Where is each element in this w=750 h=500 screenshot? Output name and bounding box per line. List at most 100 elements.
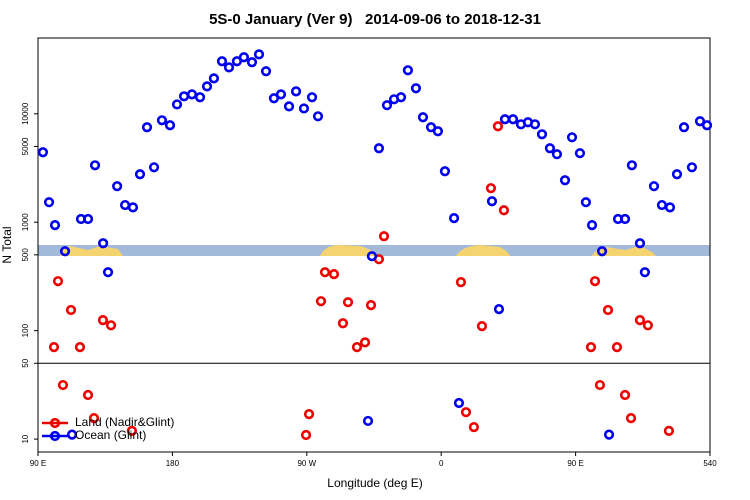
point (536, 129, 548, 140)
point (231, 56, 243, 67)
point (634, 315, 646, 326)
point (529, 119, 541, 130)
point (238, 52, 250, 63)
point (49, 220, 61, 231)
x-tick-label: 180 (166, 459, 180, 468)
legend-label: Land (Nadir&Glint) (75, 415, 174, 429)
x-tick-label: 90 E (30, 459, 46, 468)
point (448, 213, 460, 224)
point (634, 238, 646, 249)
point (82, 389, 94, 401)
point (476, 321, 488, 332)
legend-marker (49, 417, 61, 429)
point (611, 342, 623, 353)
point (492, 121, 504, 132)
point (312, 111, 324, 122)
point (468, 421, 480, 433)
point (566, 132, 578, 143)
point (639, 267, 650, 278)
y-tick-label: 100 (21, 323, 30, 337)
y-tick-label: 10 (21, 434, 30, 443)
point (378, 231, 390, 242)
y-tick-label: 5000 (21, 137, 30, 155)
point (127, 202, 139, 213)
point (298, 103, 310, 114)
point (74, 342, 86, 353)
point (97, 315, 109, 326)
chart-title: 5S-0 January (Ver 9) 2014-09-06 to 2018-… (209, 11, 541, 28)
point (694, 116, 706, 127)
point (300, 429, 312, 441)
point (619, 213, 631, 225)
x-tick-label: 90 E (567, 459, 583, 468)
point (417, 112, 429, 123)
point (43, 197, 55, 208)
point (126, 425, 138, 436)
point (337, 318, 349, 329)
point (303, 408, 315, 420)
point (663, 425, 675, 436)
x-tick-label: 90 W (297, 459, 316, 468)
point (402, 65, 413, 76)
point (381, 100, 393, 111)
point (678, 122, 690, 133)
point (223, 62, 235, 73)
point (498, 205, 510, 216)
point (499, 114, 511, 125)
point (208, 73, 220, 84)
point (105, 320, 117, 331)
point (319, 267, 331, 278)
point (439, 166, 451, 177)
x-tick-label: 540 (703, 459, 717, 468)
y-tick-label: 500 (21, 248, 30, 262)
point (642, 320, 653, 331)
point (171, 99, 183, 110)
point (507, 114, 519, 125)
point (486, 196, 498, 207)
point (362, 415, 374, 427)
point (290, 86, 302, 97)
point (82, 213, 94, 225)
point (148, 162, 160, 173)
point (164, 120, 176, 131)
point (453, 397, 465, 409)
point (37, 147, 49, 158)
point (52, 276, 64, 287)
x-axis-label: Longitude (deg E) (327, 476, 422, 490)
point (656, 199, 668, 211)
point (201, 81, 213, 92)
point (112, 181, 123, 192)
point (57, 379, 69, 391)
point (365, 300, 377, 311)
point (216, 56, 228, 67)
map-strip (38, 245, 710, 256)
point (493, 304, 505, 315)
point (89, 160, 101, 171)
legend-label: Ocean (Glint) (75, 428, 146, 442)
point (156, 115, 168, 126)
point (366, 251, 378, 262)
point (559, 175, 571, 186)
point (315, 296, 327, 307)
x-tick-label: 0 (439, 459, 444, 468)
point (455, 277, 467, 288)
point (603, 429, 615, 440)
y-tick-label: 1000 (21, 213, 30, 231)
point (359, 337, 371, 348)
point (59, 246, 71, 257)
point (141, 122, 153, 133)
point (589, 276, 601, 287)
y-axis-label: N Total (0, 226, 14, 263)
point (585, 342, 597, 353)
point (625, 413, 637, 424)
point (410, 83, 422, 94)
point (178, 91, 190, 102)
point (253, 49, 265, 60)
point (551, 149, 563, 160)
point (648, 181, 660, 192)
point (119, 199, 131, 211)
y-tick-label: 50 (21, 358, 30, 367)
point (351, 342, 363, 353)
point (686, 162, 698, 173)
